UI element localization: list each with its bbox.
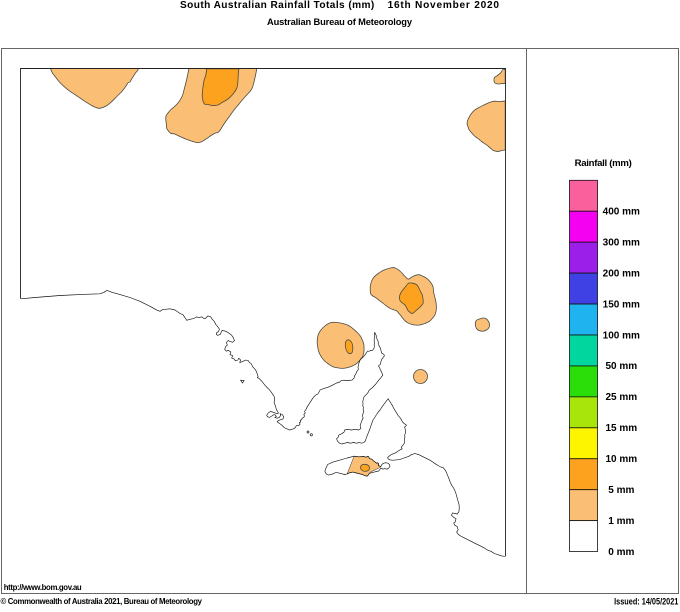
svg-text:200 mm: 200 mm [603,268,640,279]
svg-text:25 mm: 25 mm [605,392,637,403]
svg-text:15 mm: 15 mm [605,423,637,434]
svg-text:150 mm: 150 mm [603,299,640,310]
svg-text:16th November 2020: 16th November 2020 [388,0,500,11]
svg-text:South Australian Rainfall Tota: South Australian Rainfall Totals (mm) [180,0,374,11]
svg-text:100 mm: 100 mm [603,330,640,341]
svg-text:1 mm: 1 mm [608,516,634,527]
svg-text:5 mm: 5 mm [608,485,634,496]
svg-text:0 mm: 0 mm [608,547,634,558]
svg-text:© Commonwealth of Australia 20: © Commonwealth of Australia 2021, Bureau… [1,597,203,606]
svg-text:400 mm: 400 mm [603,207,640,218]
svg-text:Rainfall (mm): Rainfall (mm) [575,158,632,169]
svg-text:Issued: 14/05/2021: Issued: 14/05/2021 [614,596,679,607]
svg-text:http://www.bom.gov.au: http://www.bom.gov.au [4,583,82,592]
svg-text:300 mm: 300 mm [603,238,640,249]
svg-text:10 mm: 10 mm [605,454,637,465]
svg-text:Australian Bureau of Meteorolo: Australian Bureau of Meteorology [267,17,413,27]
svg-text:50 mm: 50 mm [605,361,637,372]
